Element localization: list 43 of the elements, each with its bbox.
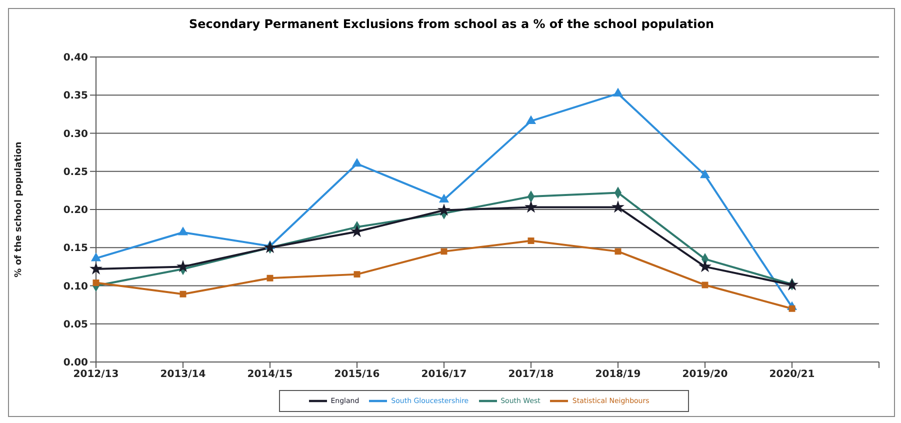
point bbox=[613, 88, 623, 97]
point bbox=[352, 226, 362, 236]
point bbox=[702, 282, 708, 288]
point bbox=[352, 158, 362, 167]
y-tick-label: 0.10 bbox=[63, 281, 88, 292]
point bbox=[92, 279, 100, 286]
point bbox=[178, 261, 188, 272]
x-tick-label: 2013/14 bbox=[160, 369, 206, 380]
point bbox=[180, 290, 186, 298]
point bbox=[266, 274, 274, 282]
point bbox=[788, 305, 796, 312]
point bbox=[90, 263, 102, 274]
x-tick-label: 2015/16 bbox=[334, 369, 380, 380]
y-tick-label: 0.25 bbox=[63, 166, 88, 178]
x-tick-label: 2020/21 bbox=[769, 369, 815, 380]
y-tick-label: 0.15 bbox=[63, 243, 88, 254]
point bbox=[526, 202, 536, 212]
x-tick-label: 2019/20 bbox=[682, 369, 728, 380]
x-tick-label: 2016/17 bbox=[421, 369, 467, 380]
y-axis-title: % of the school population bbox=[14, 142, 24, 278]
x-tick-label: 2017/18 bbox=[508, 369, 554, 380]
point bbox=[700, 261, 710, 272]
point bbox=[91, 252, 101, 262]
point bbox=[354, 271, 360, 278]
point bbox=[528, 238, 534, 244]
y-tick-label: 0.30 bbox=[63, 128, 88, 140]
point bbox=[439, 194, 449, 202]
point bbox=[440, 248, 448, 255]
y-tick-label: 0.35 bbox=[63, 90, 88, 102]
point bbox=[700, 170, 710, 178]
x-tick-label: 2018/19 bbox=[595, 369, 641, 380]
point bbox=[614, 248, 622, 255]
point bbox=[526, 116, 536, 124]
y-tick-label: 0.20 bbox=[63, 205, 88, 216]
point bbox=[612, 202, 624, 212]
chart-title: Secondary Permanent Exclusions from school as a % of the school population bbox=[188, 17, 716, 31]
y-tick-label: 0.40 bbox=[63, 52, 88, 64]
y-tick-label: 0.00 bbox=[63, 358, 88, 369]
point bbox=[438, 204, 450, 215]
y-tick-label: 0.05 bbox=[63, 319, 88, 330]
point bbox=[178, 227, 188, 236]
x-tick-label: 2014/15 bbox=[247, 369, 293, 380]
x-tick-label: 2012/13 bbox=[73, 369, 119, 380]
